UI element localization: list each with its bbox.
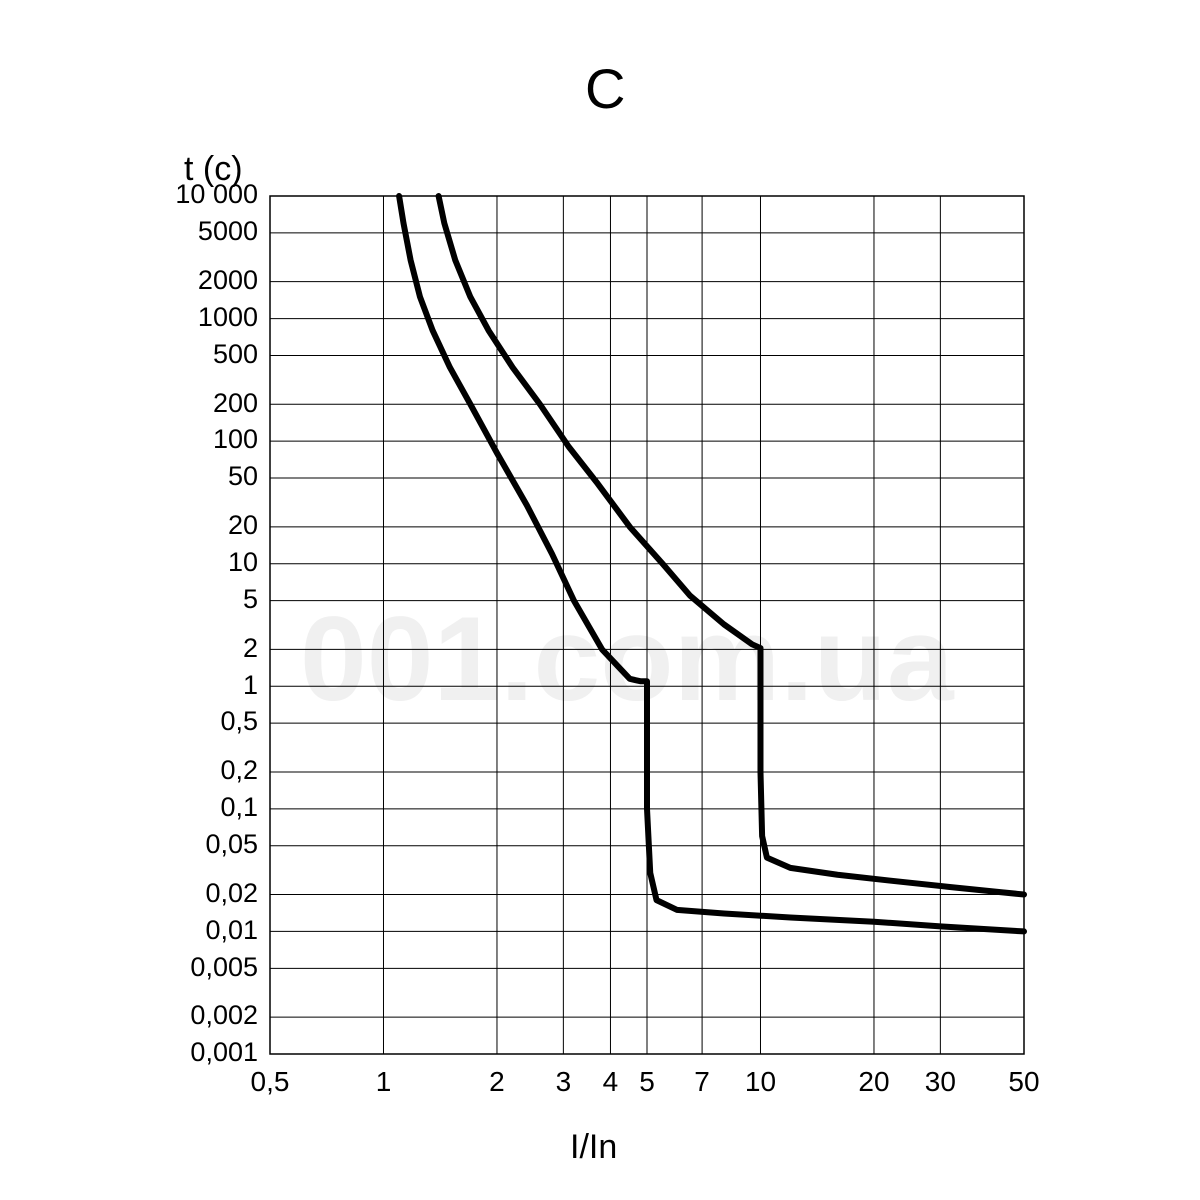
y-tick-label: 0,005 (190, 952, 258, 983)
y-tick-label: 0,2 (220, 755, 258, 786)
y-tick-label: 2000 (198, 265, 258, 296)
y-tick-label: 10 (228, 547, 258, 578)
y-tick-label: 2 (243, 633, 258, 664)
y-tick-label: 5000 (198, 216, 258, 247)
y-tick-label: 5 (243, 584, 258, 615)
x-tick-label: 7 (672, 1066, 732, 1098)
y-tick-label: 0,05 (205, 829, 258, 860)
x-tick-label: 30 (910, 1066, 970, 1098)
y-tick-label: 20 (228, 510, 258, 541)
chart-container: { "canvas": { "w": 1200, "h": 1200, "bg"… (0, 0, 1200, 1200)
y-tick-label: 500 (213, 339, 258, 370)
y-tick-label: 0,01 (205, 915, 258, 946)
y-tick-label: 100 (213, 424, 258, 455)
y-tick-label: 50 (228, 461, 258, 492)
y-tick-label: 0,002 (190, 1000, 258, 1031)
y-tick-label: 1 (243, 670, 258, 701)
trip-curve-upper (439, 196, 1024, 895)
y-tick-label: 0,5 (220, 706, 258, 737)
y-tick-label: 200 (213, 388, 258, 419)
y-tick-label: 1000 (198, 302, 258, 333)
x-tick-label: 1 (353, 1066, 413, 1098)
y-tick-label: 0,001 (190, 1037, 258, 1068)
y-tick-label: 0,02 (205, 878, 258, 909)
x-tick-label: 20 (844, 1066, 904, 1098)
x-tick-label: 2 (467, 1066, 527, 1098)
y-tick-label: 0,1 (220, 792, 258, 823)
x-tick-label: 10 (730, 1066, 790, 1098)
x-tick-label: 0,5 (240, 1066, 300, 1098)
x-tick-label: 50 (994, 1066, 1054, 1098)
x-tick-label: 5 (617, 1066, 677, 1098)
y-tick-label: 10 000 (175, 179, 258, 210)
